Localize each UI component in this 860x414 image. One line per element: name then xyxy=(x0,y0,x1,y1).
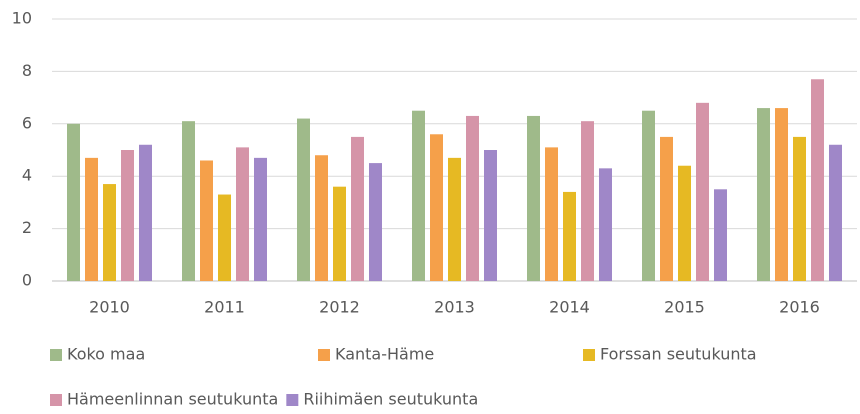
legend-label: Hämeenlinnan seutukunta xyxy=(67,390,278,409)
bar xyxy=(466,115,479,281)
legend-swatch xyxy=(583,349,595,361)
legend-label: Kanta-Häme xyxy=(335,345,434,364)
bar xyxy=(696,102,709,281)
legend-swatch xyxy=(318,349,330,361)
bar xyxy=(236,147,249,281)
legend-swatch xyxy=(286,394,299,406)
y-tick-label: 0 xyxy=(22,271,32,290)
bar xyxy=(139,144,152,281)
bar xyxy=(484,150,497,281)
y-tick-label: 6 xyxy=(22,113,32,132)
x-tick-label: 2012 xyxy=(319,298,360,317)
bar xyxy=(412,110,425,281)
bar xyxy=(775,108,788,281)
bar xyxy=(599,168,612,281)
bar xyxy=(581,121,594,282)
y-tick-label: 4 xyxy=(22,166,32,185)
bar xyxy=(85,157,98,281)
legend-label: Koko maa xyxy=(67,345,145,364)
bar xyxy=(811,79,824,281)
y-tick-label: 8 xyxy=(22,61,32,80)
bar xyxy=(297,118,310,281)
x-tick-label: 2011 xyxy=(204,298,245,317)
bar xyxy=(678,165,691,281)
bar xyxy=(430,134,443,281)
bar xyxy=(121,150,134,281)
x-tick-label: 2010 xyxy=(89,298,130,317)
x-tick-label: 2014 xyxy=(549,298,590,317)
bar xyxy=(642,110,655,281)
bar xyxy=(103,184,116,281)
bar xyxy=(351,136,364,281)
bar xyxy=(527,115,540,281)
bar xyxy=(829,144,842,281)
bar xyxy=(757,108,770,281)
bar xyxy=(563,191,576,281)
bar xyxy=(660,136,673,281)
bar xyxy=(714,189,727,281)
x-tick-label: 2015 xyxy=(664,298,705,317)
legend-label: Forssan seutukunta xyxy=(600,345,757,364)
x-tick-label: 2016 xyxy=(779,298,820,317)
bar xyxy=(545,147,558,281)
bar xyxy=(369,163,382,281)
bar xyxy=(254,157,267,281)
legend-swatch xyxy=(50,349,62,361)
bar xyxy=(67,123,80,281)
x-tick-label: 2013 xyxy=(434,298,475,317)
bar xyxy=(315,155,328,281)
bar xyxy=(448,157,461,281)
bar xyxy=(182,121,195,282)
legend-swatch xyxy=(50,394,62,406)
bar xyxy=(333,186,346,281)
bar xyxy=(200,160,213,281)
bar xyxy=(793,136,806,281)
legend-label: Riihimäen seutukunta xyxy=(303,390,478,409)
bar xyxy=(218,194,231,281)
y-tick-label: 2 xyxy=(22,218,32,237)
y-tick-label: 10 xyxy=(12,9,32,28)
